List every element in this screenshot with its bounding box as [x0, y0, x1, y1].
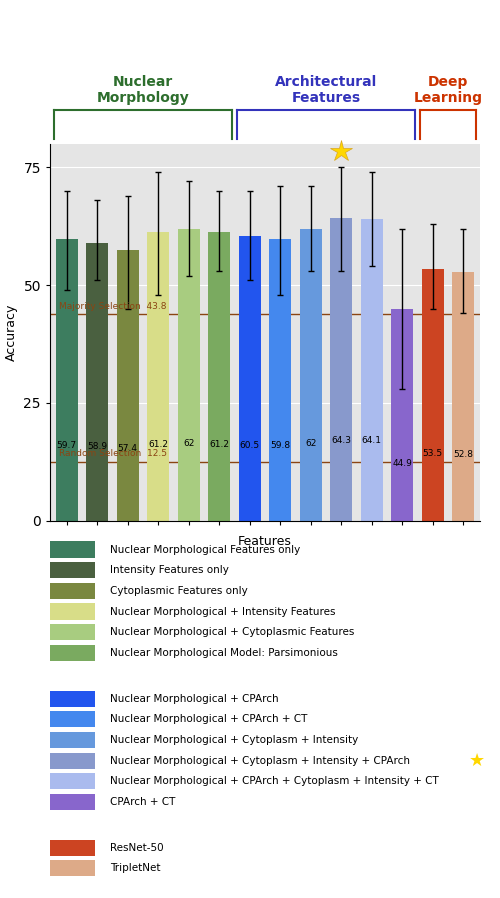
- Text: Cytoplasmic Features only: Cytoplasmic Features only: [110, 585, 248, 596]
- Text: ★: ★: [469, 752, 485, 770]
- Text: Nuclear Morphological Model: Parsimonious: Nuclear Morphological Model: Parsimoniou…: [110, 647, 338, 658]
- Y-axis label: Accuracy: Accuracy: [5, 304, 18, 361]
- Text: 59.8: 59.8: [270, 441, 290, 451]
- Text: 53.5: 53.5: [422, 449, 443, 458]
- Text: 58.9: 58.9: [87, 443, 108, 452]
- Text: Majority Selection  43.8: Majority Selection 43.8: [58, 302, 166, 311]
- Text: 57.4: 57.4: [118, 445, 138, 453]
- Text: Intensity Features only: Intensity Features only: [110, 565, 229, 576]
- Bar: [361, 218, 382, 521]
- Bar: [239, 235, 260, 521]
- Text: 61.2: 61.2: [210, 440, 230, 449]
- Bar: [148, 233, 169, 521]
- Text: TripletNet: TripletNet: [110, 863, 160, 874]
- Text: Nuclear Morphological + Cytoplasm + Intensity: Nuclear Morphological + Cytoplasm + Inte…: [110, 735, 358, 745]
- Bar: [86, 243, 108, 521]
- Text: CPArch + CT: CPArch + CT: [110, 797, 176, 807]
- Text: Nuclear Morphological + Intensity Features: Nuclear Morphological + Intensity Featur…: [110, 606, 336, 617]
- Bar: [330, 217, 352, 521]
- Text: 64.3: 64.3: [331, 436, 351, 445]
- Text: Nuclear Morphological + Cytoplasm + Intensity + CPArch: Nuclear Morphological + Cytoplasm + Inte…: [110, 755, 410, 766]
- Text: Nuclear
Morphology: Nuclear Morphology: [96, 75, 190, 105]
- Bar: [392, 309, 413, 521]
- Text: 52.8: 52.8: [453, 450, 473, 459]
- Text: Deep
Learning: Deep Learning: [414, 75, 482, 105]
- Text: ResNet-50: ResNet-50: [110, 842, 164, 853]
- Bar: [300, 228, 322, 521]
- Text: Nuclear Morphological + CPArch + Cytoplasm + Intensity + CT: Nuclear Morphological + CPArch + Cytopla…: [110, 776, 439, 787]
- Bar: [56, 240, 78, 521]
- Text: 59.7: 59.7: [56, 442, 77, 451]
- Text: Nuclear Morphological Features only: Nuclear Morphological Features only: [110, 544, 300, 555]
- Bar: [452, 272, 474, 521]
- Text: 60.5: 60.5: [240, 441, 260, 450]
- Text: 61.2: 61.2: [148, 440, 169, 449]
- Bar: [117, 251, 138, 521]
- Text: 62: 62: [183, 439, 194, 448]
- Bar: [208, 233, 230, 521]
- Text: Nuclear Morphological + CPArch: Nuclear Morphological + CPArch: [110, 693, 278, 704]
- Text: Nuclear Morphological + Cytoplasmic Features: Nuclear Morphological + Cytoplasmic Feat…: [110, 627, 354, 638]
- Text: Architectural
Features: Architectural Features: [275, 75, 377, 105]
- Text: Random Selection  12.5: Random Selection 12.5: [58, 449, 166, 458]
- Text: 62: 62: [305, 439, 316, 448]
- X-axis label: Features: Features: [238, 535, 292, 549]
- Bar: [270, 239, 291, 521]
- Text: 44.9: 44.9: [392, 459, 412, 468]
- Text: Nuclear Morphological + CPArch + CT: Nuclear Morphological + CPArch + CT: [110, 714, 308, 725]
- Text: 64.1: 64.1: [362, 436, 382, 445]
- Bar: [178, 228, 200, 521]
- Bar: [422, 269, 444, 521]
